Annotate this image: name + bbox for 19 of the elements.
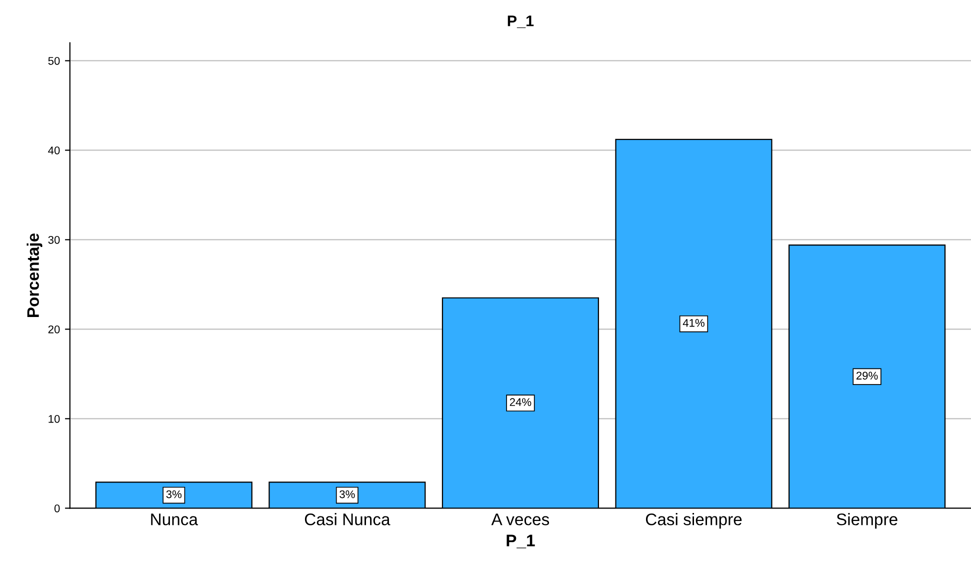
chart-title: P_1 bbox=[508, 16, 534, 28]
data-label: 3% bbox=[166, 490, 182, 498]
y-axis-title: Porcentaje bbox=[26, 233, 42, 317]
y-tick-label: 20 bbox=[48, 325, 60, 334]
data-label: 3% bbox=[340, 490, 355, 498]
data-label: 41% bbox=[682, 318, 704, 327]
y-tick-label: 30 bbox=[48, 236, 60, 244]
x-tick-label: Nunca bbox=[151, 514, 198, 526]
y-tick-label: 10 bbox=[48, 414, 60, 423]
x-tick-label: A veces bbox=[491, 514, 550, 526]
x-axis-title: P_1 bbox=[506, 534, 535, 548]
x-tick-label: Siempre bbox=[836, 513, 898, 529]
y-tick-label: 40 bbox=[48, 146, 60, 154]
x-tick-label: Casi siempre bbox=[646, 513, 742, 529]
data-label: 24% bbox=[510, 398, 532, 406]
data-label: 29% bbox=[856, 372, 878, 380]
y-tick-label: 50 bbox=[48, 56, 60, 65]
y-tick-label: 0 bbox=[54, 504, 60, 512]
x-tick-label: Casi Nunca bbox=[304, 513, 390, 526]
